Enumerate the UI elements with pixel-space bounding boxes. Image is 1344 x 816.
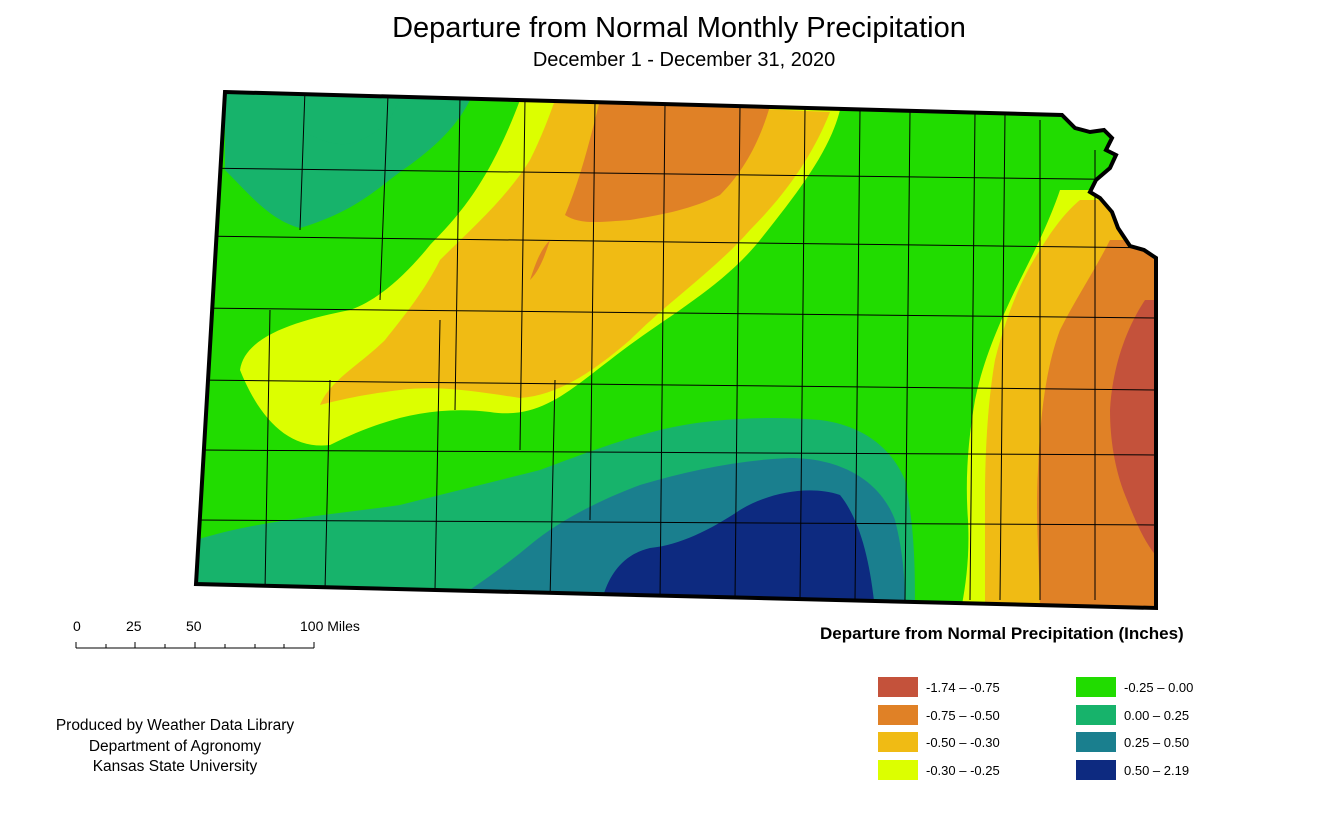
precipitation-bands	[196, 92, 1156, 608]
band-nw-000-025-b	[300, 92, 400, 145]
legend-label-8: 0.50 – 2.19	[1124, 763, 1190, 778]
legend-swatch-5	[1076, 677, 1116, 697]
legend-label-3: -0.50 – -0.30	[926, 735, 1000, 750]
legend-swatch-2	[878, 705, 918, 725]
scale-bar-line	[75, 642, 315, 649]
legend-swatch-1	[878, 677, 918, 697]
map-subtitle: December 1 - December 31, 2020	[532, 49, 836, 71]
legend-label-6: 0.00 – 0.25	[1124, 708, 1190, 723]
credits: Produced by Weather Data Library Departm…	[20, 716, 330, 778]
legend-swatch-8	[1076, 760, 1116, 780]
legend-label-5: -0.25 – 0.00	[1124, 680, 1194, 695]
legend-label-1: -1.74 – -0.75	[926, 680, 1000, 695]
band-nw-000-025	[225, 92, 470, 228]
scale-tick-50: 50	[186, 618, 202, 634]
legend-label-7: 0.25 – 0.50	[1124, 735, 1190, 750]
band-central-minus075-minus050-b	[530, 240, 550, 280]
scale-tick-100: 100 Miles	[300, 618, 360, 634]
legend-swatch-4	[878, 760, 918, 780]
band-east-minus174-minus075	[1110, 300, 1156, 560]
credit-line-1: Produced by Weather Data Library	[55, 717, 295, 734]
legend-swatch-7	[1076, 732, 1116, 752]
legend-title: Departure from Normal Precipitation (Inc…	[820, 624, 1184, 643]
legend-swatch-3	[878, 732, 918, 752]
map-title: Departure from Normal Monthly Precipitat…	[392, 12, 966, 44]
legend-swatch-6	[1076, 705, 1116, 725]
scale-bar: 0 25 50 100 Miles	[70, 618, 390, 658]
scale-tick-0: 0	[73, 618, 81, 634]
credit-line-2: Department of Agronomy	[88, 737, 262, 755]
band-south-050-219	[600, 490, 875, 608]
county-lines	[196, 92, 1156, 601]
credit-line-3: Kansas State University	[92, 758, 258, 775]
band-central-minus075-minus050	[565, 100, 770, 223]
legend-label-2: -0.75 – -0.50	[926, 708, 1000, 723]
scale-tick-25: 25	[126, 618, 142, 634]
legend-label-4: -0.30 – -0.25	[926, 763, 1000, 778]
